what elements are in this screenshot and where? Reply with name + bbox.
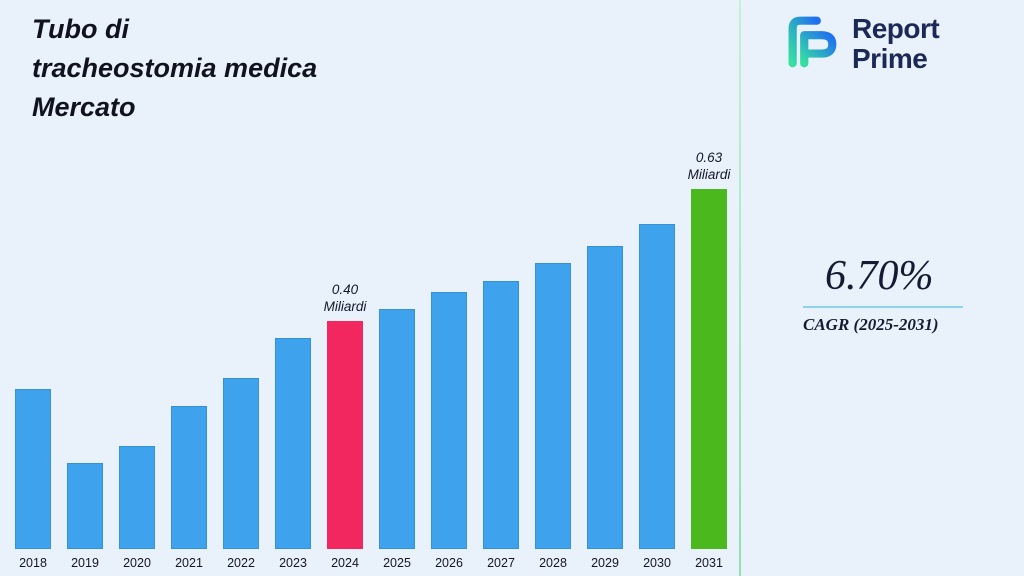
x-axis-label-2027: 2027 [487, 556, 515, 570]
x-axis-label-2022: 2022 [227, 556, 255, 570]
report-prime-logo: Report Prime [780, 12, 940, 75]
bar-value-label-2031: 0.63 Miliardi [688, 149, 731, 184]
x-axis-label-2021: 2021 [175, 556, 203, 570]
bar-2029 [587, 246, 623, 549]
bar-2018 [15, 389, 51, 549]
bar-column-2031: 0.63 Miliardi 2031 [688, 149, 731, 570]
bar-column-2030: 2030 [638, 224, 676, 570]
x-axis-label-2029: 2029 [591, 556, 619, 570]
bar-2028 [535, 263, 571, 549]
bar-chart: 2018 2019 2020 2021 2022 2023 0.40 Miliardi 2024… [14, 149, 731, 570]
x-axis-label-2026: 2026 [435, 556, 463, 570]
vertical-divider [739, 0, 741, 576]
bar-2025 [379, 309, 415, 549]
cagr-label: CAGR (2025-2031) [803, 315, 939, 334]
bar-column-2025: 2025 [378, 309, 416, 570]
cagr-value: 6.70% [825, 253, 934, 299]
chart-title-line: Mercato [32, 92, 136, 123]
bar-2026 [431, 292, 467, 549]
bar-column-2026: 2026 [430, 292, 468, 570]
x-axis-label-2019: 2019 [71, 556, 99, 570]
chart-title-line: Tubo di [32, 14, 129, 44]
x-axis-label-2031: 2031 [695, 556, 723, 570]
x-axis-label-2020: 2020 [123, 556, 151, 570]
bar-column-2018: 2018 [14, 389, 52, 570]
bar-value-label-line: Miliardi [323, 299, 367, 315]
bar-2022 [223, 378, 259, 549]
bar-column-2020: 2020 [118, 446, 156, 570]
x-axis-label-2018: 2018 [19, 556, 47, 570]
chart-title: Tubo di tracheostomia medica Mercato [32, 10, 317, 127]
bar-column-2019: 2019 [66, 463, 104, 570]
bar-2027 [483, 281, 519, 549]
bar-value-label-line: 0.63 [695, 149, 723, 165]
logo-word-report: Report [852, 12, 940, 44]
chart-title-line: tracheostomia medica [32, 53, 318, 84]
bar-2019 [67, 463, 103, 549]
x-axis-label-2025: 2025 [383, 556, 411, 570]
bar-2030 [639, 224, 675, 549]
bar-2024 [327, 321, 363, 549]
bar-2021 [171, 406, 207, 549]
x-axis-label-2030: 2030 [643, 556, 671, 570]
bar-2020 [119, 446, 155, 549]
bar-column-2022: 2022 [222, 378, 260, 570]
x-axis-label-2028: 2028 [539, 556, 567, 570]
bar-column-2029: 2029 [586, 246, 624, 570]
cagr-underline [803, 306, 963, 308]
bar-column-2023: 2023 [274, 338, 312, 570]
bar-value-label-2024: 0.40 Miliardi [324, 281, 367, 316]
bar-column-2021: 2021 [170, 406, 208, 570]
bar-column-2024: 0.40 Miliardi 2024 [324, 281, 367, 570]
logo-wordmark: Report Prime [852, 12, 940, 74]
x-axis-label-2024: 2024 [331, 556, 359, 570]
logo-word-prime: Prime [852, 42, 928, 74]
bar-2031 [691, 189, 727, 549]
bar-column-2028: 2028 [534, 263, 572, 570]
bar-value-label-line: Miliardi [687, 167, 731, 183]
cagr-panel: 6.70% CAGR (2025-2031) [803, 252, 978, 335]
bar-2023 [275, 338, 311, 549]
bar-value-label-line: 0.40 [331, 281, 359, 297]
x-axis-label-2023: 2023 [279, 556, 307, 570]
report-prime-logo-icon [780, 12, 842, 75]
bar-column-2027: 2027 [482, 281, 520, 570]
